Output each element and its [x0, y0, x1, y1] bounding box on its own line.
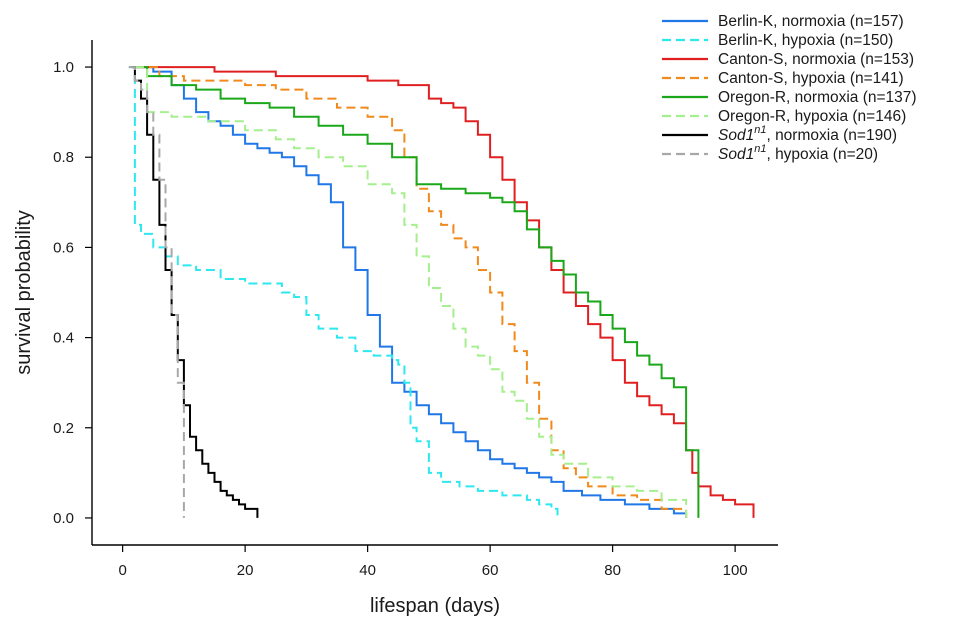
- y-tick-label: 0.2: [53, 420, 74, 437]
- series-line-7: [129, 67, 184, 518]
- axes-layer: [92, 40, 778, 545]
- x-axis-title: lifespan (days): [370, 595, 500, 617]
- series-line-5: [135, 67, 686, 518]
- legend-gene-name: Sod1: [718, 146, 754, 163]
- legend-allele-superscript: n1: [754, 124, 766, 136]
- legend-label: Oregon-R, hypoxia (n=146): [718, 108, 906, 125]
- legend-allele-superscript: n1: [754, 143, 766, 155]
- x-tick-label: 20: [237, 562, 254, 579]
- x-tick-label: 60: [482, 562, 499, 579]
- y-tick-label: 1.0: [53, 59, 74, 76]
- legend-label: Sod1n1, normoxia (n=190): [718, 124, 897, 144]
- legend-label: Canton-S, normoxia (n=153): [718, 51, 914, 68]
- legend-label-text: Berlin-K, hypoxia (n=150): [718, 32, 893, 49]
- legend-label: Sod1n1, hypoxia (n=20): [718, 143, 878, 163]
- y-tick-label: 0.6: [53, 239, 74, 256]
- x-tick-label: 0: [118, 562, 126, 579]
- x-tick-label: 80: [604, 562, 621, 579]
- series-line-4: [135, 67, 699, 518]
- ticks-layer: 0 20 40 60 80 100 0.0 0.2 0.4 0.6 0.8 1.0: [53, 59, 748, 579]
- legend-label: Canton-S, hypoxia (n=141): [718, 70, 904, 87]
- series-line-3: [135, 67, 686, 518]
- legend-label-text: Canton-S, normoxia (n=153): [718, 51, 914, 68]
- legend-label-text: Berlin-K, normoxia (n=157): [718, 13, 904, 30]
- x-tick-label: 40: [359, 562, 376, 579]
- legend-label-text: Oregon-R, normoxia (n=137): [718, 89, 917, 106]
- legend-label-text: Canton-S, hypoxia (n=141): [718, 70, 904, 87]
- legend-gene-name: Sod1: [718, 127, 754, 144]
- legend-label: Berlin-K, normoxia (n=157): [718, 13, 904, 30]
- series-layer: [129, 67, 754, 518]
- legend: Berlin-K, normoxia (n=157) Berlin-K, hypo…: [662, 13, 917, 163]
- legend-condition-text: , normoxia (n=190): [766, 127, 897, 144]
- y-tick-label: 0.4: [53, 330, 74, 347]
- legend-condition-text: , hypoxia (n=20): [766, 146, 878, 163]
- y-axis-title: survival probability: [13, 210, 35, 375]
- legend-label: Berlin-K, hypoxia (n=150): [718, 32, 893, 49]
- legend-label-text: Oregon-R, hypoxia (n=146): [718, 108, 906, 125]
- y-tick-label: 0.8: [53, 149, 74, 166]
- series-line-2: [135, 67, 754, 518]
- x-tick-label: 100: [723, 562, 748, 579]
- series-line-0: [135, 67, 686, 518]
- y-tick-label: 0.0: [53, 510, 74, 527]
- legend-label: Oregon-R, normoxia (n=137): [718, 89, 917, 106]
